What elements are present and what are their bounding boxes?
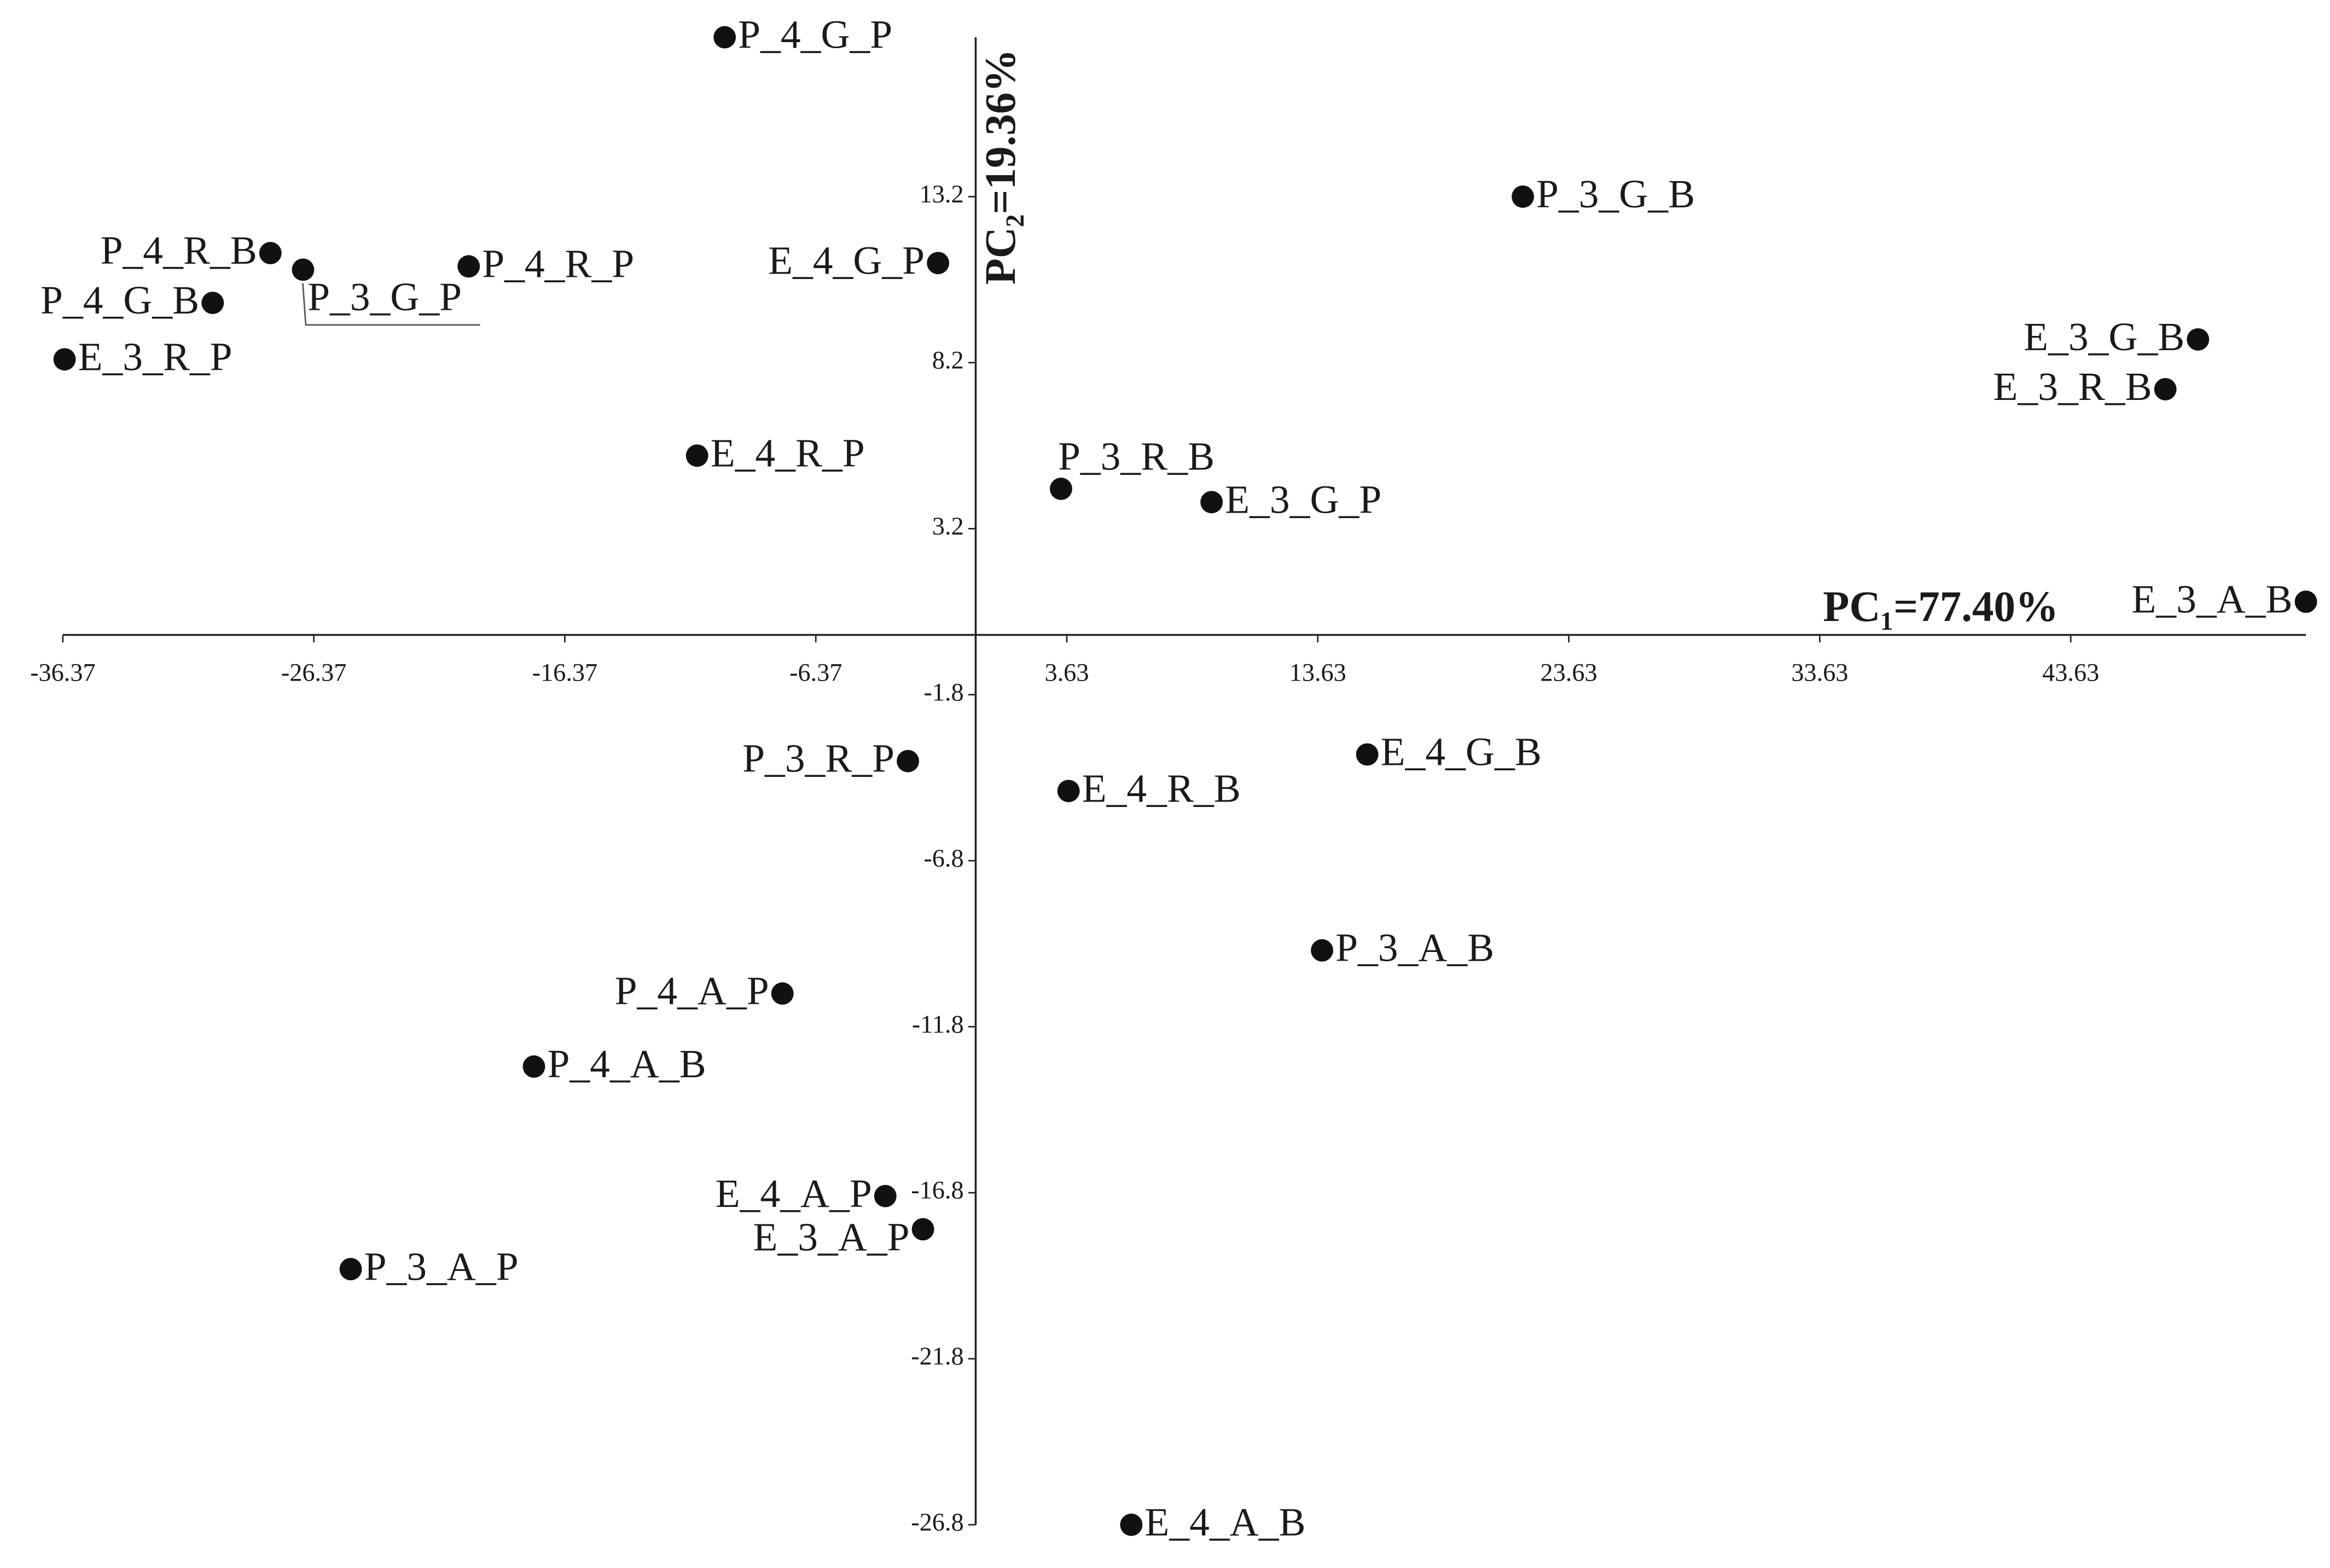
- y-tick-label: 3.2: [932, 513, 964, 541]
- point: [1512, 185, 1535, 208]
- x-tick-label: -16.37: [532, 659, 598, 687]
- x-tick-label: 23.63: [1540, 659, 1597, 687]
- point: [53, 348, 76, 371]
- point-label: E_4_G_B: [1381, 729, 1542, 774]
- y-tick-label: -6.8: [923, 845, 963, 873]
- point-label: P_4_A_B: [548, 1041, 706, 1086]
- point-label: P_4_G_P: [738, 12, 892, 57]
- point: [685, 444, 708, 467]
- point: [1049, 478, 1072, 500]
- x-tick-label: -6.37: [789, 659, 842, 687]
- point-label: P_3_G_P: [307, 274, 462, 319]
- y-tick-label: -1.8: [923, 678, 963, 706]
- point-label: E_3_A_B: [2131, 576, 2292, 621]
- point: [1120, 1513, 1143, 1536]
- point-label: P_4_R_B: [101, 228, 257, 272]
- point-label: E_4_G_P: [768, 237, 925, 282]
- point-label: E_4_R_P: [711, 430, 865, 475]
- y-tick-label: 13.2: [920, 181, 964, 208]
- point: [911, 1218, 934, 1241]
- point-label: E_3_G_B: [2024, 314, 2184, 359]
- point-label: P_4_A_P: [615, 968, 769, 1013]
- point: [2187, 328, 2210, 351]
- point: [771, 982, 794, 1005]
- point: [1356, 743, 1379, 766]
- point-label: E_4_R_B: [1082, 765, 1241, 810]
- point: [259, 242, 282, 265]
- point: [457, 255, 480, 278]
- point-label: E_4_A_P: [716, 1171, 872, 1216]
- point: [1057, 780, 1080, 803]
- point: [2154, 378, 2177, 400]
- y-tick-label: -26.8: [911, 1509, 963, 1537]
- point: [522, 1055, 545, 1078]
- point: [201, 292, 224, 315]
- y-tick-label: -21.8: [911, 1343, 963, 1370]
- point: [339, 1258, 362, 1281]
- y-tick-label: -16.8: [911, 1177, 963, 1205]
- point-label: P_3_R_P: [742, 736, 894, 781]
- point: [897, 750, 920, 773]
- x-tick-label: 43.63: [2042, 659, 2099, 687]
- point-label: E_4_A_B: [1144, 1500, 1305, 1544]
- x-tick-label: 33.63: [1791, 659, 1848, 687]
- y-tick-label: 8.2: [932, 346, 964, 374]
- x-axis-title: PC₁=77.40%: [1823, 583, 2059, 631]
- y-tick-label: -11.8: [912, 1011, 964, 1038]
- point-label: P_3_G_B: [1536, 171, 1695, 216]
- point: [1311, 939, 1333, 962]
- y-axis-title: PC₂=19.36%: [977, 49, 1025, 285]
- point-label: P_3_R_B: [1058, 434, 1215, 479]
- point-label: E_3_R_P: [78, 334, 233, 379]
- x-tick-label: 3.63: [1044, 659, 1089, 687]
- point-label: E_3_G_P: [1225, 477, 1381, 521]
- point-label: P_3_A_P: [364, 1244, 519, 1288]
- point: [713, 26, 736, 49]
- point-label: P_3_A_B: [1335, 925, 1494, 970]
- point: [1200, 491, 1223, 514]
- x-tick-label: -26.37: [281, 659, 347, 687]
- point: [874, 1184, 897, 1207]
- x-tick-label: -36.37: [30, 659, 96, 687]
- point-label: P_4_G_B: [40, 277, 199, 322]
- x-tick-label: 13.63: [1289, 659, 1346, 687]
- point-label: E_3_R_B: [1993, 364, 2152, 409]
- point-label: E_3_A_P: [753, 1215, 910, 1259]
- point: [2294, 590, 2317, 613]
- leader-line: [302, 283, 480, 326]
- point: [927, 252, 950, 275]
- point-label: P_4_R_P: [482, 241, 634, 286]
- point: [292, 258, 315, 281]
